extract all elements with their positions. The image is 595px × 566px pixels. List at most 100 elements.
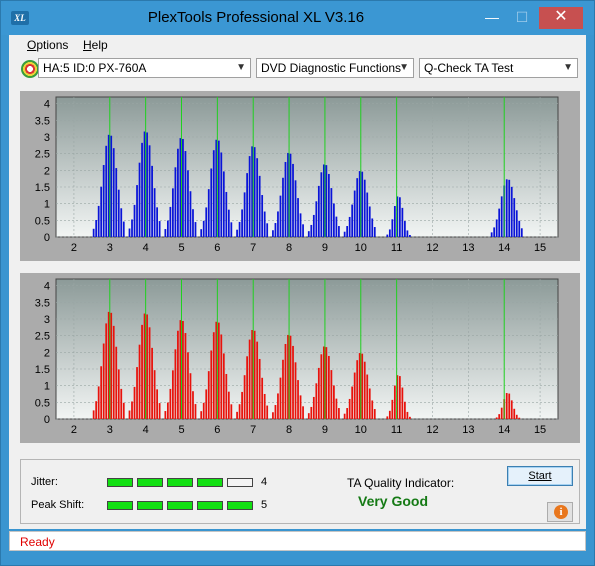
- x-tick-label: 2: [71, 424, 77, 436]
- jitter-label: Jitter:: [31, 476, 58, 488]
- y-tick-label: 4: [44, 281, 50, 293]
- data-bar: [261, 195, 264, 237]
- data-bar: [238, 404, 241, 419]
- data-bar: [520, 228, 523, 237]
- jitter-meter-segment: [137, 478, 163, 487]
- data-bar: [100, 186, 103, 237]
- data-bar: [335, 216, 338, 237]
- info-button[interactable]: i: [547, 502, 573, 522]
- data-bar: [164, 411, 167, 419]
- maximize-button[interactable]: ☐: [515, 9, 529, 25]
- data-bar: [107, 311, 110, 419]
- data-bar: [371, 400, 374, 419]
- data-bar: [251, 146, 254, 237]
- data-bar: [263, 393, 266, 419]
- data-bar: [388, 229, 391, 237]
- data-bar: [146, 132, 148, 237]
- bottom-chart: 0 0.5 1 1.5 2 2.5 3 3.5 4 2 3 4 5 6 7 8 9 10 11 12 13 14 15: [35, 278, 559, 436]
- data-bar: [515, 210, 518, 237]
- x-tick-label: 7: [250, 424, 256, 436]
- data-bar: [272, 412, 274, 419]
- data-bar: [105, 145, 108, 237]
- data-bar: [227, 391, 230, 419]
- close-button[interactable]: ✕: [539, 7, 583, 29]
- data-bar: [184, 151, 187, 237]
- x-tick-label: 7: [250, 242, 256, 254]
- data-bar: [110, 135, 113, 237]
- data-bar: [327, 173, 330, 237]
- x-tick-label: 2: [71, 242, 77, 254]
- y-tick-label: 0: [44, 232, 50, 244]
- data-bar: [112, 325, 115, 419]
- x-tick-label: 13: [462, 424, 474, 436]
- menu-help[interactable]: Help: [83, 38, 108, 52]
- y-tick-label: 3.5: [35, 115, 50, 127]
- x-tick-label: 6: [214, 424, 220, 436]
- data-bar: [227, 209, 230, 237]
- start-button[interactable]: Start: [507, 466, 573, 486]
- data-bar: [194, 404, 197, 419]
- chevron-down-icon: ▼: [563, 62, 573, 73]
- data-bar: [351, 386, 354, 419]
- peak-shift-meter-segment: [167, 501, 193, 510]
- x-tick-label: 14: [498, 424, 510, 436]
- minimize-button[interactable]: —: [485, 9, 499, 25]
- data-bar: [230, 404, 233, 419]
- toolbar: HA:5 ID:0 PX-760A ▼ DVD Diagnostic Funct…: [9, 55, 586, 85]
- data-bar: [215, 321, 218, 419]
- x-tick-label: 3: [107, 242, 113, 254]
- top-chart-panel: 0 0.5 1 1.5 2 2.5 3 3.5 4 2 3 4 5 6 7 8 9 10 11 12 13 14 15: [20, 91, 580, 261]
- data-bar: [148, 145, 151, 237]
- data-bar: [338, 408, 340, 419]
- data-bar: [518, 417, 521, 419]
- data-bar: [358, 353, 361, 419]
- title-bar[interactable]: XL PlexTools Professional XL V3.16 — ☐ ✕: [1, 1, 594, 35]
- x-tick-label: 9: [322, 242, 328, 254]
- data-bar: [294, 180, 297, 237]
- data-bar: [330, 188, 333, 237]
- data-bar: [136, 367, 138, 419]
- data-bar: [513, 408, 516, 419]
- data-bar: [353, 372, 356, 419]
- data-bar: [138, 344, 141, 419]
- data-bar: [302, 406, 304, 419]
- data-bar: [92, 228, 95, 237]
- disc-drive-icon: [21, 60, 39, 78]
- data-bar: [348, 216, 351, 237]
- data-bar: [361, 171, 364, 237]
- data-bar: [351, 204, 354, 237]
- data-bar: [158, 221, 161, 237]
- data-bar: [505, 179, 508, 237]
- x-tick-label: 15: [534, 242, 546, 254]
- menu-options[interactable]: Options: [27, 38, 68, 52]
- data-bar: [335, 398, 338, 419]
- test-select[interactable]: Q-Check TA Test ▼: [419, 58, 578, 78]
- data-bar: [146, 314, 148, 419]
- data-bar: [315, 383, 318, 419]
- data-bar: [348, 398, 351, 419]
- x-tick-label: 13: [462, 242, 474, 254]
- data-bar: [141, 142, 143, 237]
- data-bar: [401, 387, 404, 419]
- data-bar: [500, 196, 503, 237]
- start-button-label: Start: [528, 470, 552, 482]
- data-bar: [210, 168, 213, 237]
- data-bar: [241, 209, 243, 237]
- data-bar: [184, 333, 187, 419]
- drive-select[interactable]: HA:5 ID:0 PX-760A ▼: [38, 58, 251, 78]
- data-bar: [330, 370, 333, 419]
- data-bar: [508, 179, 511, 237]
- data-bar: [212, 332, 215, 419]
- data-bar: [225, 373, 228, 419]
- data-bar: [343, 231, 346, 237]
- data-bar: [297, 380, 299, 419]
- y-tick-label: 3.5: [35, 297, 50, 309]
- data-bar: [510, 186, 513, 237]
- jitter-meter-segment: [167, 478, 193, 487]
- data-bar: [158, 403, 161, 419]
- data-bar: [192, 209, 194, 237]
- function-select[interactable]: DVD Diagnostic Functions ▼: [256, 58, 414, 78]
- data-bar: [386, 234, 389, 237]
- data-bar: [131, 219, 133, 237]
- x-tick-label: 11: [391, 242, 402, 254]
